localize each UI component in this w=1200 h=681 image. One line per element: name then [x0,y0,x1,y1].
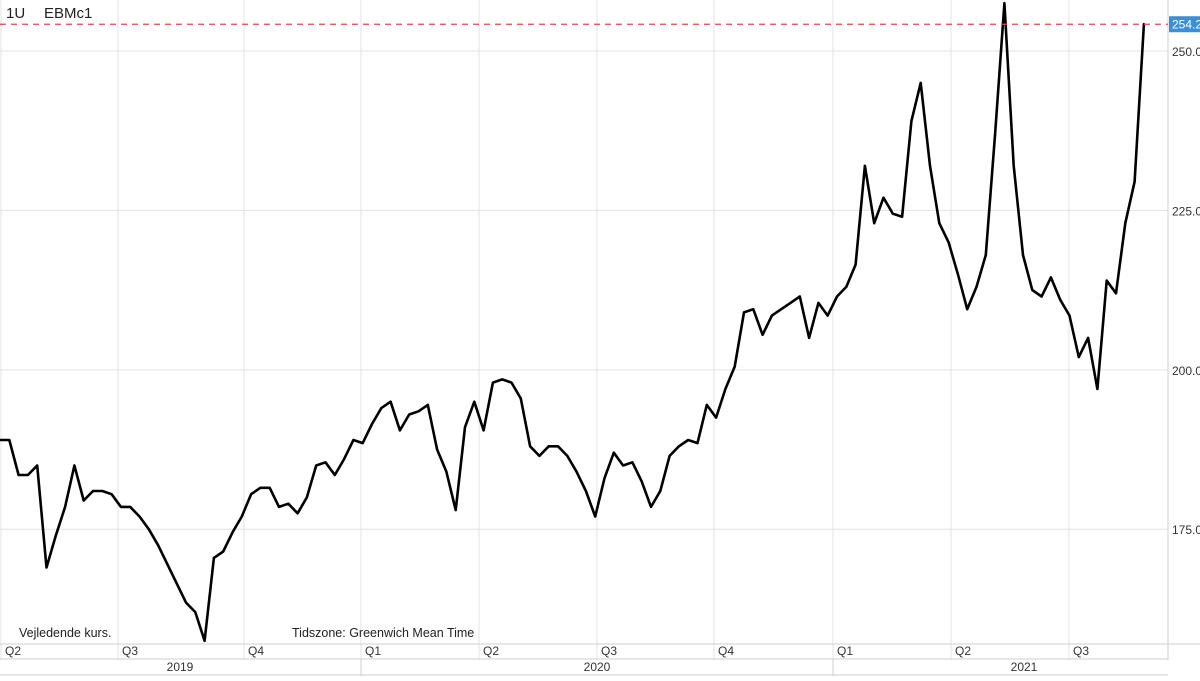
overlay-layer: 254.2 [0,16,1200,33]
timezone-note: Tidszone: Greenwich Mean Time [292,626,475,640]
y-tick-label: 200.0 [1172,364,1200,378]
last-price-label: 254.2 [1172,18,1200,32]
y-tick-label: 175.0 [1172,523,1200,537]
y-tick-label: 225.0 [1172,204,1200,218]
interval-label[interactable]: 1U [6,5,26,22]
x-tick-label: Q3 [601,644,617,658]
grid-layer [0,0,1168,660]
indicative-price-note: Vejledende kurs. [19,626,112,640]
last-price-badge [1169,16,1200,33]
x-tick-label: Q2 [955,644,971,658]
symbol-label: EBMc1 [44,5,93,22]
x-tick-label: Q3 [122,644,138,658]
x-tick-label: Q4 [248,644,264,658]
x-tick-label: Q2 [5,644,21,658]
year-label: 2021 [1011,660,1038,674]
x-tick-label: Q4 [718,644,734,658]
x-tick-label: Q1 [365,644,381,658]
year-label: 2019 [167,660,194,674]
x-tick-label: Q2 [483,644,499,658]
year-label: 2020 [584,660,611,674]
price-series-line [0,1,1146,643]
y-tick-label: 250.0 [1172,45,1200,59]
x-tick-label: Q1 [837,644,853,658]
x-tick-label: Q3 [1073,644,1089,658]
series-layer [0,1,1146,643]
